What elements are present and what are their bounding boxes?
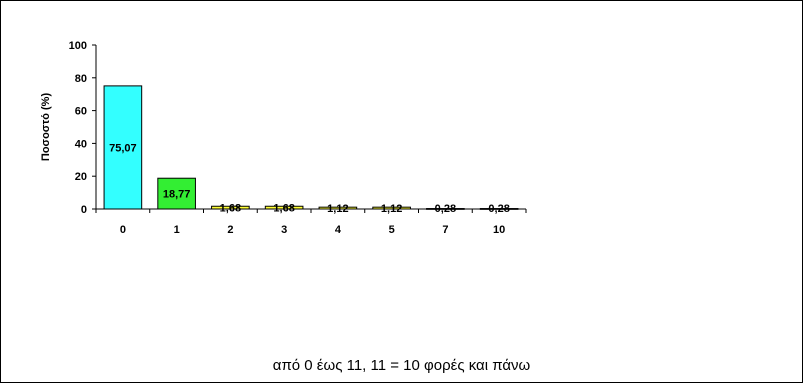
x-tick-label: 0 [120,224,126,236]
y-tick-label: 20 [75,171,87,183]
x-tick-label: 5 [389,224,395,236]
data-label: 1,12 [327,203,348,215]
y-axis-title: Ποσοστό (%) [40,93,52,162]
data-label: 1,68 [273,203,294,215]
chart-caption: από 0 έως 11, 11 = 10 φορές και πάνω [272,357,531,374]
data-label: 0,28 [435,203,456,215]
data-label: 0,28 [488,203,509,215]
y-tick-label: 60 [75,106,87,118]
y-tick-label: 100 [69,40,87,52]
bar-1 [157,177,196,210]
bar-0 [103,85,143,210]
x-tick-label: 7 [442,224,448,236]
y-tick-label: 0 [81,204,87,216]
data-label: 1,12 [381,203,402,215]
x-tick-label: 2 [227,224,233,236]
x-tick-label: 3 [281,224,287,236]
x-tick-label: 1 [174,224,180,236]
data-label: 75,07 [109,142,137,154]
data-label: 18,77 [163,189,191,201]
y-tick-label: 80 [75,73,87,85]
x-tick-label: 4 [335,224,342,236]
data-label: 1,68 [220,203,241,215]
y-tick-label: 40 [75,138,87,150]
x-tick-label: 10 [493,224,505,236]
